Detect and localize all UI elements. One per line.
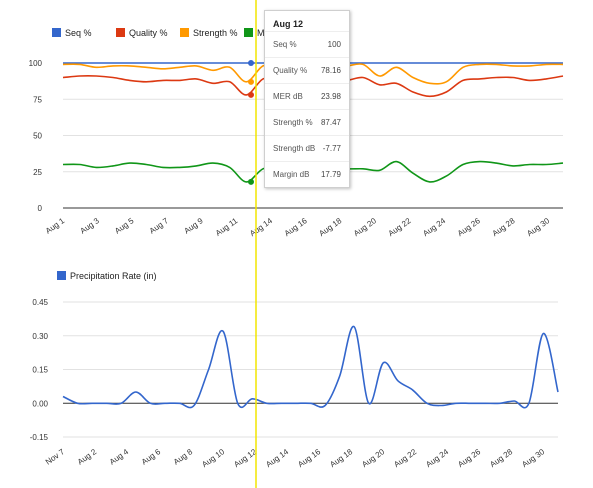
tooltip: Aug 12 Seq % 100 Quality % 78.16 MER dB 23.… bbox=[264, 10, 350, 188]
tooltip-label: MER dB bbox=[273, 92, 303, 101]
x-tick-label: Aug 20 bbox=[352, 216, 378, 238]
y-tick-label: 0 bbox=[38, 204, 43, 213]
x-tick-label: Nov 7 bbox=[44, 447, 67, 467]
y-tick-label: 0.15 bbox=[32, 366, 48, 375]
x-tick-label: Aug 24 bbox=[421, 216, 447, 238]
tooltip-label: Strength % bbox=[273, 118, 313, 127]
tooltip-label: Margin dB bbox=[273, 170, 310, 179]
tooltip-label: Quality % bbox=[273, 66, 308, 75]
tooltip-row-quality: Quality % 78.16 bbox=[265, 57, 349, 83]
tooltip-label: Seq % bbox=[273, 40, 297, 49]
x-tick-label: Aug 2 bbox=[76, 447, 99, 467]
legend-swatch bbox=[244, 28, 253, 37]
tooltip-value: 17.79 bbox=[320, 170, 341, 179]
x-tick-label: Aug 1 bbox=[44, 216, 67, 236]
x-tick-label: Aug 26 bbox=[456, 447, 482, 469]
x-tick-label: Aug 18 bbox=[328, 447, 354, 469]
x-tick-label: Aug 28 bbox=[491, 216, 517, 238]
legend-label: Seq % bbox=[65, 28, 92, 38]
highlight-point bbox=[248, 178, 254, 185]
x-tick-label: Aug 14 bbox=[248, 216, 274, 238]
x-tick-label: Aug 16 bbox=[283, 216, 309, 238]
x-tick-label: Aug 16 bbox=[296, 447, 322, 469]
x-tick-label: Aug 26 bbox=[456, 216, 482, 238]
tooltip-title: Aug 12 bbox=[273, 19, 304, 29]
x-tick-label: Aug 28 bbox=[488, 447, 514, 469]
highlight-point bbox=[248, 78, 254, 85]
y-tick-label: 75 bbox=[33, 95, 42, 104]
legend-swatch bbox=[57, 271, 66, 280]
y-tick-label: 0.00 bbox=[32, 399, 48, 408]
x-tick-label: Aug 22 bbox=[387, 216, 413, 238]
x-tick-label: Aug 8 bbox=[172, 447, 195, 467]
y-tick-label: 0.45 bbox=[32, 298, 48, 307]
legend-label: Precipitation Rate (in) bbox=[70, 271, 157, 281]
y-tick-label: 50 bbox=[33, 132, 42, 141]
highlight-point bbox=[248, 60, 254, 66]
tooltip-label: Strength dB bbox=[273, 144, 316, 153]
y-tick-label: 0.30 bbox=[32, 332, 48, 341]
tooltip-value: 100 bbox=[327, 40, 341, 49]
y-tick-label: 25 bbox=[33, 168, 42, 177]
tooltip-row-strength-db: Strength dB -7.77 bbox=[265, 135, 349, 161]
x-tick-label: Aug 14 bbox=[264, 447, 290, 469]
x-tick-label: Aug 7 bbox=[148, 216, 171, 236]
x-tick-label: Aug 30 bbox=[525, 216, 551, 238]
x-tick-label: Aug 5 bbox=[113, 216, 136, 236]
tooltip-row-mer: MER dB 23.98 bbox=[265, 83, 349, 109]
x-tick-label: Aug 30 bbox=[520, 447, 546, 469]
tooltip-row-margin: Margin dB 17.79 bbox=[265, 161, 349, 187]
hover-cursor bbox=[255, 0, 257, 488]
tooltip-value: 23.98 bbox=[320, 92, 341, 101]
x-tick-label: Aug 6 bbox=[140, 447, 163, 467]
highlight-point bbox=[248, 91, 254, 98]
y-tick-label: -0.15 bbox=[30, 433, 49, 442]
x-tick-label: Aug 9 bbox=[182, 216, 205, 236]
x-tick-label: Aug 4 bbox=[108, 447, 131, 467]
x-tick-label: Aug 24 bbox=[424, 447, 450, 469]
tooltip-value: -7.77 bbox=[322, 144, 341, 153]
precipitation-chart: Precipitation Rate (in) 0.45 0.30 0.15 0.00 -… bbox=[30, 271, 559, 469]
legend-swatch bbox=[116, 28, 125, 37]
legend-swatch bbox=[180, 28, 189, 37]
series-line bbox=[62, 325, 559, 409]
y-tick-label: 100 bbox=[29, 59, 43, 68]
tooltip-value: 87.47 bbox=[320, 118, 341, 127]
x-tick-label: Aug 20 bbox=[360, 447, 386, 469]
legend-swatch bbox=[52, 28, 61, 37]
legend-label: Quality % bbox=[129, 28, 168, 38]
x-tick-label: Aug 18 bbox=[317, 216, 343, 238]
x-tick-label: Aug 11 bbox=[214, 216, 240, 238]
tooltip-row-seq: Seq % 100 bbox=[265, 31, 349, 57]
x-tick-label: Aug 3 bbox=[79, 216, 102, 236]
tooltip-value: 78.16 bbox=[320, 66, 341, 75]
x-tick-label: Aug 10 bbox=[200, 447, 226, 469]
tooltip-row-strength: Strength % 87.47 bbox=[265, 109, 349, 135]
x-tick-label: Aug 22 bbox=[392, 447, 418, 469]
legend-label: Strength % bbox=[193, 28, 238, 38]
